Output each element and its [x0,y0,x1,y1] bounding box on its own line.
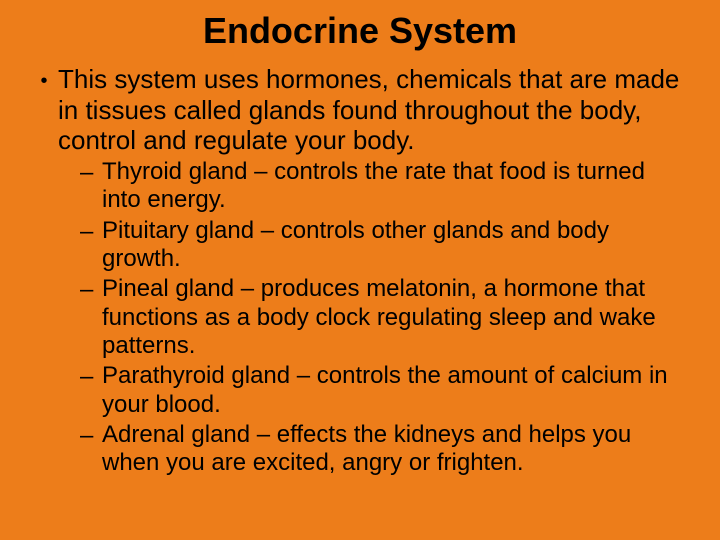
dash-icon: – [80,362,102,391]
sub-bullet-text: Pituitary gland – controls other glands … [102,217,690,274]
list-item: – Parathyroid gland – controls the amoun… [58,362,690,419]
list-item: – Pineal gland – produces melatonin, a h… [58,275,690,360]
sub-bullet-text: Pineal gland – produces melatonin, a hor… [102,275,690,360]
list-item: • This system uses hormones, chemicals t… [30,64,690,477]
sub-bullet-text: Thyroid gland – controls the rate that f… [102,158,690,215]
bullet-text: This system uses hormones, chemicals tha… [58,64,690,477]
sub-bullet-text: Adrenal gland – effects the kidneys and … [102,421,690,478]
main-bullet-text: This system uses hormones, chemicals tha… [58,64,679,155]
slide-body: • This system uses hormones, chemicals t… [30,64,690,477]
bullet-icon: • [30,64,58,94]
list-item: – Adrenal gland – effects the kidneys an… [58,421,690,478]
sub-bullet-text: Parathyroid gland – controls the amount … [102,362,690,419]
slide: Endocrine System • This system uses horm… [0,0,720,540]
dash-icon: – [80,217,102,246]
dash-icon: – [80,158,102,187]
dash-icon: – [80,421,102,450]
slide-title: Endocrine System [30,10,690,52]
list-item: – Thyroid gland – controls the rate that… [58,158,690,215]
list-item: – Pituitary gland – controls other gland… [58,217,690,274]
dash-icon: – [80,275,102,304]
